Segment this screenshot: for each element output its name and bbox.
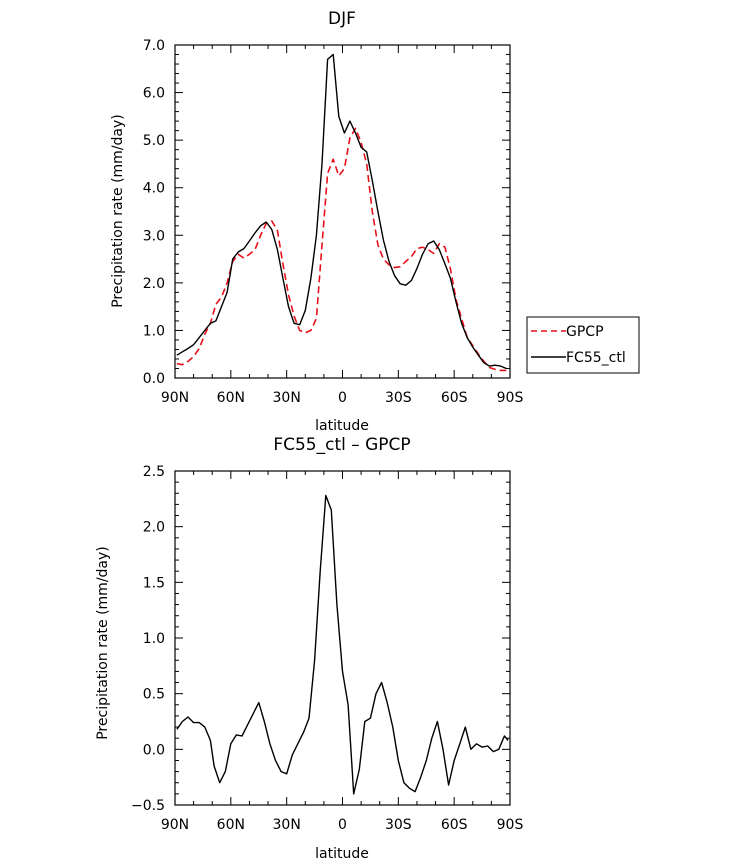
bottom-chart-title: FC55_ctl – GPCP [273, 435, 410, 455]
top-y-tick-labels: 0.0 1.0 2.0 3.0 4.0 5.0 6.0 7.0 [143, 38, 165, 387]
top-y-tick-label: 4.0 [143, 181, 165, 197]
bottom-x-tick-label: 0 [338, 817, 347, 833]
top-x-tick-label: 30N [273, 390, 301, 406]
bottom-y-tick-label: 0.5 [143, 687, 165, 703]
bottom-x-tick-label: 30N [273, 817, 301, 833]
top-chart-title: DJF [328, 9, 356, 29]
top-y-tick-label: 7.0 [143, 38, 165, 54]
top-x-tick-label: 60S [441, 390, 468, 406]
top-y-tick-label: 5.0 [143, 133, 165, 149]
bottom-x-tick-label: 90S [497, 817, 524, 833]
top-x-tick-label: 60N [217, 390, 245, 406]
top-y-tick-label: 0.0 [143, 371, 165, 387]
top-series-layer [176, 53, 507, 372]
top-panel: DJF 0.0 1.0 2.0 3.0 4.0 5.0 6.0 7.0 90N 60N 30N 0 3… [110, 9, 523, 434]
top-x-tick-label: 90N [161, 390, 189, 406]
legend-label-fc55: FC55_ctl [566, 350, 626, 366]
bottom-y-tick-label: 2.0 [143, 520, 165, 536]
top-series-fc55-ctl-line [176, 53, 507, 370]
top-x-tick-label: 90S [497, 390, 524, 406]
top-y-tick-label: 3.0 [143, 228, 165, 244]
bottom-y-tick-label: 1.5 [143, 575, 165, 591]
bottom-y-tick-label: 1.0 [143, 631, 165, 647]
top-x-tick-labels: 90N 60N 30N 0 30S 60S 90S [161, 390, 524, 406]
top-y-tick-label: 6.0 [143, 86, 165, 102]
legend-label-gpcp: GPCP [566, 324, 604, 340]
bottom-series-layer [176, 494, 509, 795]
top-axes [174, 44, 511, 379]
top-y-tick-label: 2.0 [143, 276, 165, 292]
bottom-x-tick-label: 30S [385, 817, 412, 833]
top-y-axis-label: Precipitation rate (mm/day) [110, 114, 126, 308]
legend: GPCP FC55_ctl [526, 316, 640, 374]
bottom-x-tick-labels: 90N 60N 30N 0 30S 60S 90S [161, 817, 524, 833]
top-y-tick-label: 1.0 [143, 323, 165, 339]
bottom-series-difference-line [176, 494, 509, 795]
bottom-y-axis-label: Precipitation rate (mm/day) [95, 546, 111, 740]
top-plot-frame [174, 44, 511, 379]
top-series-gpcp-line [176, 127, 507, 372]
bottom-x-tick-label: 60N [217, 817, 245, 833]
top-x-tick-label: 0 [338, 390, 347, 406]
bottom-x-tick-label: 60S [441, 817, 468, 833]
bottom-x-axis-label: latitude [315, 846, 369, 862]
bottom-y-tick-label: 0.0 [143, 742, 165, 758]
bottom-axes [174, 470, 511, 806]
bottom-x-tick-label: 90N [161, 817, 189, 833]
bottom-y-tick-label: 2.5 [143, 464, 165, 480]
bottom-y-tick-labels: −0.5 0.0 0.5 1.0 1.5 2.0 2.5 [131, 464, 165, 814]
top-x-tick-label: 30S [385, 390, 412, 406]
bottom-plot-frame [174, 470, 511, 806]
legend-box [526, 316, 640, 374]
bottom-panel: FC55_ctl – GPCP −0.5 0.0 0.5 1.0 1.5 2.0 2.5 9… [95, 435, 523, 862]
top-x-axis-label: latitude [315, 418, 369, 434]
bottom-y-tick-label: −0.5 [131, 798, 165, 814]
